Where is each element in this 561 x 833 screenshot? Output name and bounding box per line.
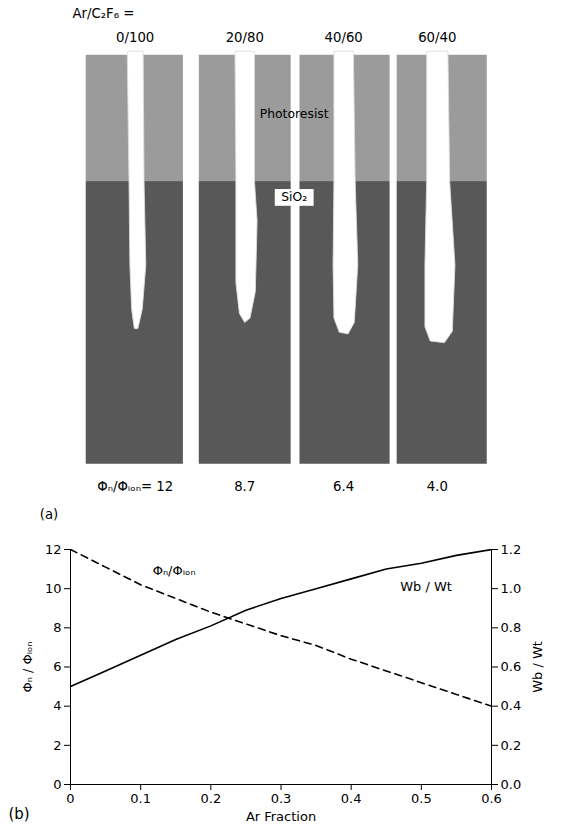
svg-text:0: 0 <box>66 791 74 806</box>
svg-text:6: 6 <box>53 659 61 674</box>
svg-text:4.0: 4.0 <box>427 479 448 494</box>
svg-text:0.4: 0.4 <box>501 698 522 713</box>
svg-text:0.5: 0.5 <box>411 791 432 806</box>
svg-text:0.8: 0.8 <box>501 620 522 635</box>
svg-text:2: 2 <box>53 737 61 752</box>
svg-text:Wb / Wt: Wb / Wt <box>530 641 545 693</box>
svg-text:Ar/C₂F₆ =: Ar/C₂F₆ = <box>72 6 134 21</box>
svg-text:0/100: 0/100 <box>116 30 154 45</box>
svg-text:1.0: 1.0 <box>501 581 522 596</box>
svg-text:6.4: 6.4 <box>333 479 354 494</box>
svg-text:(b): (b) <box>9 805 30 823</box>
svg-text:0.6: 0.6 <box>501 659 522 674</box>
svg-text:Wb / Wt: Wb / Wt <box>400 579 452 594</box>
svg-text:Φₙ / Φᵢₒₙ: Φₙ / Φᵢₒₙ <box>20 641 35 692</box>
svg-text:10: 10 <box>45 581 62 596</box>
svg-text:Photoresist: Photoresist <box>260 107 329 121</box>
svg-text:0.0: 0.0 <box>501 777 522 792</box>
svg-text:40/60: 40/60 <box>325 30 363 45</box>
svg-text:Φₙ/Φᵢₒₙ: Φₙ/Φᵢₒₙ <box>153 563 196 578</box>
svg-text:12: 12 <box>45 542 62 557</box>
svg-text:8.7: 8.7 <box>234 479 255 494</box>
svg-text:(a): (a) <box>40 507 58 522</box>
svg-text:SiO₂: SiO₂ <box>281 190 307 204</box>
svg-text:Φₙ/Φᵢₒₙ= 12: Φₙ/Φᵢₒₙ= 12 <box>97 479 173 494</box>
svg-text:8: 8 <box>53 620 61 635</box>
svg-text:60/40: 60/40 <box>418 30 456 45</box>
svg-text:1.2: 1.2 <box>501 542 522 557</box>
svg-text:0.2: 0.2 <box>200 791 221 806</box>
svg-text:0: 0 <box>53 777 61 792</box>
svg-text:0.6: 0.6 <box>481 791 502 806</box>
svg-text:0.1: 0.1 <box>130 791 151 806</box>
svg-text:4: 4 <box>53 698 61 713</box>
svg-text:Ar Fraction: Ar Fraction <box>246 809 316 824</box>
svg-text:0.4: 0.4 <box>341 791 362 806</box>
svg-text:20/80: 20/80 <box>226 30 264 45</box>
svg-text:0.3: 0.3 <box>271 791 292 806</box>
svg-text:0.2: 0.2 <box>501 737 522 752</box>
